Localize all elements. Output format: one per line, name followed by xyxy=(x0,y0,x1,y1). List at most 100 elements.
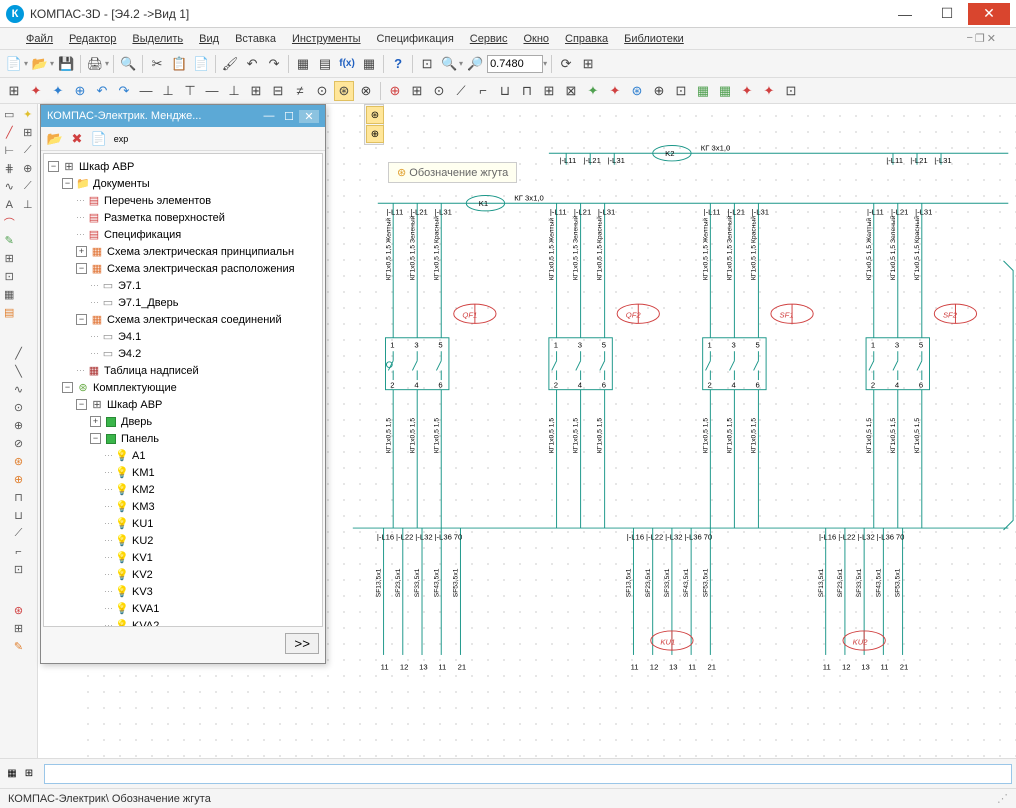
panel-minimize-button[interactable]: — xyxy=(259,110,279,122)
panel-new-icon[interactable]: 📄 xyxy=(89,129,109,149)
menu-window[interactable]: Окно xyxy=(517,31,555,47)
tb2-30-icon[interactable]: ⊕ xyxy=(649,81,669,101)
lt-line-icon[interactable]: ╱ xyxy=(1,124,18,141)
tb2-31-icon[interactable]: ⊡ xyxy=(671,81,691,101)
lt2-2-icon[interactable]: ⊞ xyxy=(19,124,36,141)
tb2-15-icon[interactable]: ⊙ xyxy=(312,81,332,101)
lt-curve-icon[interactable]: ∿ xyxy=(1,178,18,195)
lt-select-icon[interactable]: ▭ xyxy=(1,106,18,123)
menu-help[interactable]: Справка xyxy=(559,31,614,47)
lt3-4-icon[interactable]: ⊙ xyxy=(10,399,27,416)
expander-icon[interactable]: − xyxy=(62,178,73,189)
expander-icon[interactable]: + xyxy=(76,246,87,257)
close-button[interactable]: ✕ xyxy=(968,3,1010,25)
tb2-21-icon[interactable]: ⟋ xyxy=(451,81,471,101)
tb2-24-icon[interactable]: ⊓ xyxy=(517,81,537,101)
minimize-button[interactable]: — xyxy=(884,3,926,25)
panel-open-icon[interactable]: 📂 xyxy=(45,129,65,149)
menu-tools[interactable]: Инструменты xyxy=(286,31,367,47)
tb2-4-icon[interactable]: ⊕ xyxy=(70,81,90,101)
tb2-16-icon[interactable]: ⊛ xyxy=(334,81,354,101)
lt-rep-icon[interactable]: ▤ xyxy=(1,304,18,321)
tb2-10-icon[interactable]: — xyxy=(202,81,222,101)
layers-icon[interactable]: ▤ xyxy=(315,54,335,74)
lt-text-icon[interactable]: A xyxy=(1,196,18,213)
tb2-17-icon[interactable]: ⊗ xyxy=(356,81,376,101)
redo-icon[interactable]: ↷ xyxy=(264,54,284,74)
menu-spec[interactable]: Спецификация xyxy=(371,31,460,47)
panel-close-button[interactable]: ✕ xyxy=(299,110,319,123)
props-icon[interactable]: ▦ xyxy=(293,54,313,74)
menu-select[interactable]: Выделить xyxy=(126,31,189,47)
tb2-27-icon[interactable]: ✦ xyxy=(583,81,603,101)
zoom-out-icon[interactable]: 🔎 xyxy=(465,54,485,74)
tb2-33-icon[interactable]: ▦ xyxy=(715,81,735,101)
lt3-3-icon[interactable]: ∿ xyxy=(10,381,27,398)
go-button[interactable]: >> xyxy=(285,633,319,654)
lt3-7-icon[interactable]: ⊛ xyxy=(10,453,27,470)
tb2-18-icon[interactable]: ⊕ xyxy=(385,81,405,101)
print-icon[interactable]: 🖨 xyxy=(85,54,105,74)
lt3-10-icon[interactable]: ⊔ xyxy=(10,507,27,524)
mdi-restore[interactable]: ❐ xyxy=(975,32,985,45)
menu-libraries[interactable]: Библиотеки xyxy=(618,31,690,47)
zoom-fit-icon[interactable]: ⊡ xyxy=(417,54,437,74)
lt3-6-icon[interactable]: ⊘ xyxy=(10,435,27,452)
menu-view[interactable]: Вид xyxy=(193,31,225,47)
lt-meas-icon[interactable]: ⊡ xyxy=(1,268,18,285)
tb2-25-icon[interactable]: ⊞ xyxy=(539,81,559,101)
lt-edit-icon[interactable]: ✎ xyxy=(1,232,18,249)
expander-icon[interactable]: − xyxy=(76,399,87,410)
panel-delete-icon[interactable]: ✖ xyxy=(67,129,87,149)
lt4-3-icon[interactable]: ✎ xyxy=(10,638,27,655)
tb2-2-icon[interactable]: ✦ xyxy=(26,81,46,101)
tb2-3-icon[interactable]: ✦ xyxy=(48,81,68,101)
lt-param-icon[interactable]: ⊞ xyxy=(1,250,18,267)
expander-icon[interactable]: − xyxy=(48,161,59,172)
zoom-in-icon[interactable]: 🔍 xyxy=(439,54,459,74)
lt-hash-icon[interactable]: ⋕ xyxy=(1,160,18,177)
copy-icon[interactable]: 📋 xyxy=(169,54,189,74)
expander-icon[interactable]: − xyxy=(76,263,87,274)
brush-icon[interactable]: 🖌 xyxy=(220,54,240,74)
tb2-29-icon[interactable]: ⊛ xyxy=(627,81,647,101)
tb2-12-icon[interactable]: ⊞ xyxy=(246,81,266,101)
mt-2-icon[interactable]: ⊕ xyxy=(366,125,384,143)
lt3-9-icon[interactable]: ⊓ xyxy=(10,489,27,506)
bb-2-icon[interactable]: ⊞ xyxy=(21,767,37,781)
lt2-3-icon[interactable]: ⟋ xyxy=(19,142,36,159)
mdi-close[interactable]: ✕ xyxy=(987,32,996,45)
paste-icon[interactable]: 📄 xyxy=(191,54,211,74)
lt-arc-icon[interactable]: ⌒ xyxy=(1,214,18,231)
panel-maximize-button[interactable]: ☐ xyxy=(279,110,299,123)
tb2-6-icon[interactable]: ↷ xyxy=(114,81,134,101)
menu-insert[interactable]: Вставка xyxy=(229,31,282,47)
lt2-5-icon[interactable]: ⟋ xyxy=(19,178,36,195)
lt4-1-icon[interactable]: ⊛ xyxy=(10,602,27,619)
command-input[interactable] xyxy=(44,764,1012,784)
tb2-7-icon[interactable]: — xyxy=(136,81,156,101)
fx-icon[interactable]: f(x) xyxy=(337,54,357,74)
expander-icon[interactable]: − xyxy=(76,314,87,325)
new-icon[interactable]: 📄 xyxy=(4,54,24,74)
lt-spec-icon[interactable]: ▦ xyxy=(1,286,18,303)
tb2-26-icon[interactable]: ⊠ xyxy=(561,81,581,101)
tb2-34-icon[interactable]: ✦ xyxy=(737,81,757,101)
menu-editor[interactable]: Редактор xyxy=(63,31,122,47)
lt-dim-icon[interactable]: ⊢ xyxy=(1,142,18,159)
tb2-23-icon[interactable]: ⊔ xyxy=(495,81,515,101)
menu-file[interactable]: Файл xyxy=(20,31,59,47)
lt3-12-icon[interactable]: ⌐ xyxy=(10,543,27,560)
lt3-8-icon[interactable]: ⊕ xyxy=(10,471,27,488)
lt4-2-icon[interactable]: ⊞ xyxy=(10,620,27,637)
fx2-icon[interactable]: ▦ xyxy=(359,54,379,74)
lt3-13-icon[interactable]: ⊡ xyxy=(10,561,27,578)
tb2-13-icon[interactable]: ⊟ xyxy=(268,81,288,101)
lt3-1-icon[interactable]: ╱ xyxy=(10,345,27,362)
maximize-button[interactable]: ☐ xyxy=(926,3,968,25)
lt3-2-icon[interactable]: ╲ xyxy=(10,363,27,380)
tb2-11-icon[interactable]: ⊥ xyxy=(224,81,244,101)
tb2-9-icon[interactable]: ⊤ xyxy=(180,81,200,101)
tb2-22-icon[interactable]: ⌐ xyxy=(473,81,493,101)
expander-icon[interactable]: − xyxy=(90,433,101,444)
